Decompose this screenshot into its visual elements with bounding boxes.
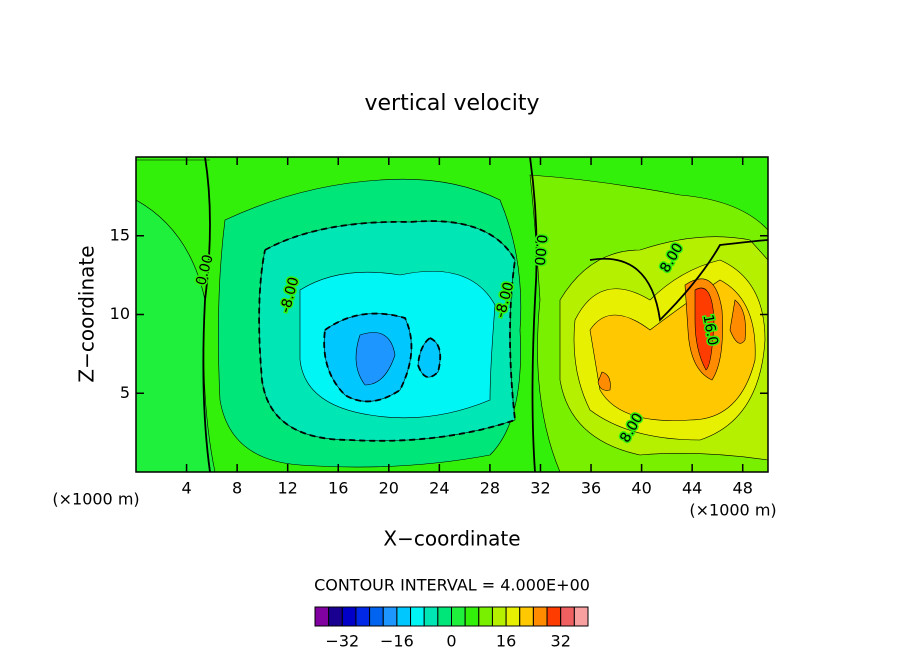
colorbar-box <box>423 606 439 627</box>
y-axis-label: Z−coordinate <box>75 245 99 382</box>
colorbar-tick-label: −32 <box>325 632 359 651</box>
contour-region <box>597 371 611 391</box>
x-tick-label: 12 <box>278 479 298 498</box>
y-tick-label: 5 <box>120 383 130 402</box>
y-tick-label: 10 <box>110 304 130 323</box>
contour-line <box>323 312 413 403</box>
colorbar-tick-label: 16 <box>496 632 516 651</box>
x-tick-label: 32 <box>530 479 550 498</box>
x-tick-label: 24 <box>429 479 449 498</box>
x-tick-label: 28 <box>480 479 500 498</box>
colorbar-box <box>451 606 466 627</box>
colorbar-box <box>355 606 371 627</box>
colorbar-box <box>410 606 425 627</box>
contour-line <box>529 157 538 472</box>
colorbar-box <box>560 606 575 627</box>
colorbar-box <box>478 606 493 627</box>
x-tick-label: 44 <box>682 479 702 498</box>
contour-region <box>694 287 715 371</box>
colorbar-box <box>505 606 521 627</box>
colorbar-box <box>314 606 330 627</box>
colorbar-box <box>341 606 357 627</box>
contour-region <box>355 332 396 386</box>
colorbar-box <box>546 606 562 627</box>
colorbar-box <box>573 606 589 627</box>
colorbar-box <box>328 606 343 627</box>
contour-line <box>258 220 516 442</box>
x-tick-label: 20 <box>379 479 399 498</box>
colorbar-tick-label: −16 <box>380 632 414 651</box>
y-tick-label: 15 <box>110 225 130 244</box>
x-tick-label: 4 <box>181 479 191 498</box>
contour-label: 0.00 <box>531 234 550 266</box>
colorbar-box <box>519 606 534 627</box>
colorbar-box <box>437 606 453 627</box>
colorbar-box <box>464 606 480 627</box>
contour-region <box>729 299 746 344</box>
colorbar-box <box>369 606 384 627</box>
contour-line <box>417 337 442 379</box>
contour-line <box>202 157 211 472</box>
colorbar-box <box>532 606 548 627</box>
y-unit: (×1000 m) <box>52 490 139 509</box>
x-tick-label: 48 <box>733 479 753 498</box>
colorbar-box <box>382 606 398 627</box>
colorbar-box <box>396 606 412 627</box>
colorbar-tick-label: 0 <box>446 632 456 651</box>
x-tick-label: 40 <box>631 479 651 498</box>
contour-interval: CONTOUR INTERVAL = 4.000E+00 <box>314 576 590 595</box>
colorbar-box <box>491 606 507 627</box>
x-axis-label: X−coordinate <box>383 527 520 551</box>
x-tick-label: 8 <box>232 479 242 498</box>
contour-line <box>589 239 768 322</box>
x-unit: (×1000 m) <box>689 501 776 520</box>
chart-title: vertical velocity <box>364 91 539 116</box>
x-tick-label: 16 <box>328 479 348 498</box>
x-tick-label: 36 <box>581 479 601 498</box>
colorbar-tick-label: 32 <box>551 632 571 651</box>
